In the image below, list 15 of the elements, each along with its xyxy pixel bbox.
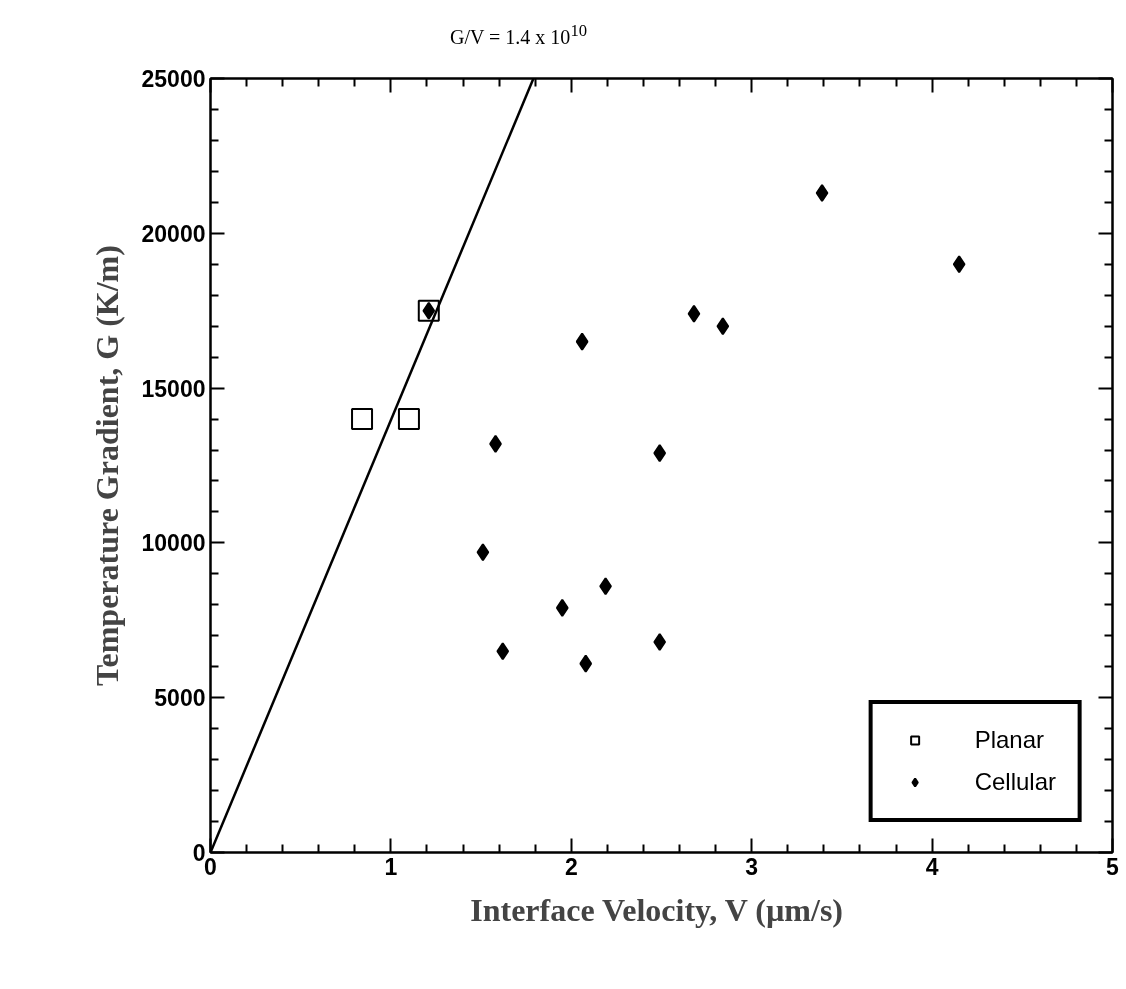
x-axis-title: Interface Velocity, V (µm/s) — [470, 891, 844, 928]
y-tick-label: 25000 — [141, 66, 206, 92]
text: G/V = 1.4 x 10$^{10}$ — [450, 20, 588, 50]
y-tick-label: 15000 — [141, 375, 206, 402]
x-tick-label: 1 — [384, 853, 398, 880]
x-tick-label: 2 — [564, 853, 578, 880]
legend-label: Planar — [974, 726, 1044, 754]
x-tick-label: 3 — [745, 853, 759, 880]
x-tick-label: 4 — [925, 853, 939, 880]
y-axis-title: Temperature Gradient, G (K/m) — [88, 245, 125, 686]
y-tick-label: 5000 — [154, 685, 206, 712]
y-tick-label: 20000 — [141, 220, 206, 247]
x-tick-label: 5 — [1106, 853, 1120, 880]
legend-label: Cellular — [974, 768, 1056, 796]
y-tick-label: 10000 — [141, 530, 206, 557]
